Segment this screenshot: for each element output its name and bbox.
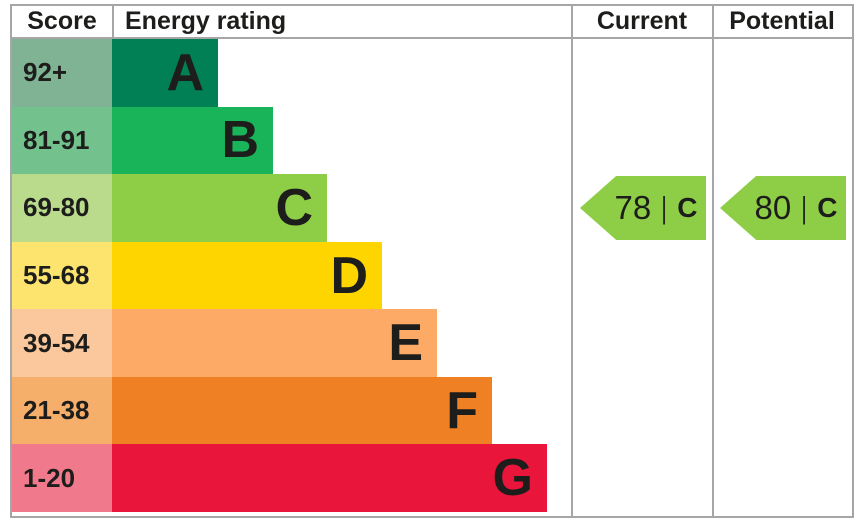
potential-rating-cell: 80 | C — [712, 377, 852, 445]
band-bar-track: E — [112, 309, 572, 377]
epc-rating-chart: Score Energy rating Current Potential 92… — [10, 4, 854, 518]
band-bar: A — [112, 39, 218, 107]
band-score-range: 92+ — [12, 39, 112, 107]
potential-rating-band: C — [817, 191, 838, 223]
potential-rating-cell: 80 | C — [712, 107, 852, 175]
band-row: 55-68 D 78 | C 80 | C — [12, 241, 852, 310]
potential-rating-value: 80 — [754, 188, 792, 226]
current-rating-arrow: 78 | C — [580, 175, 706, 241]
current-rating-cell: 78 | C — [572, 174, 712, 242]
band-row: 39-54 E 78 | C 80 | C — [12, 309, 852, 377]
band-letter: G — [492, 449, 533, 508]
band-bar: F — [112, 376, 492, 445]
band-letter: B — [221, 111, 259, 170]
chart-body: 92+ A 78 | C 80 | C 81-91 B — [12, 39, 852, 513]
header-potential: Potential — [729, 7, 835, 35]
band-bar-track: F — [112, 376, 572, 445]
header-energy-rating: Energy rating — [125, 7, 287, 35]
band-bar-track: G — [112, 444, 572, 513]
potential-rating-cell: 80 | C — [712, 309, 852, 377]
band-score-range: 39-54 — [12, 309, 112, 377]
current-rating-value: 78 — [614, 188, 652, 226]
current-rating-cell: 78 | C — [572, 444, 712, 512]
band-row: 1-20 G 78 | C 80 | C — [12, 444, 852, 513]
band-row: 92+ A 78 | C 80 | C — [12, 39, 852, 107]
band-letter: A — [166, 43, 204, 102]
band-score-range: 1-20 — [12, 444, 112, 513]
potential-rating-cell: 80 | C — [712, 174, 852, 242]
divider-current-potential — [712, 6, 714, 516]
header-score: Score — [27, 7, 97, 35]
band-letter: F — [446, 381, 478, 440]
band-score-range: 69-80 — [12, 174, 112, 242]
potential-rating-cell: 80 | C — [712, 444, 852, 512]
divider-energy-current — [571, 6, 573, 516]
band-score-range: 55-68 — [12, 241, 112, 310]
current-rating-band: C — [677, 191, 698, 223]
band-bar: C — [112, 174, 327, 242]
current-rating-cell: 78 | C — [572, 309, 712, 377]
current-rating-separator: | — [661, 189, 668, 225]
band-bar-track: B — [112, 106, 572, 175]
band-bar-track: D — [112, 241, 572, 310]
band-score-range: 21-38 — [12, 376, 112, 445]
current-rating-cell: 78 | C — [572, 242, 712, 310]
band-letter: C — [275, 178, 313, 237]
current-rating-cell: 78 | C — [572, 39, 712, 107]
band-bar-track: C — [112, 174, 572, 242]
potential-rating-cell: 80 | C — [712, 39, 852, 107]
band-bar: D — [112, 241, 382, 310]
potential-rating-arrow: 80 | C — [720, 175, 846, 241]
header-current: Current — [596, 7, 688, 35]
band-row: 69-80 C 78 | C 80 | C — [12, 174, 852, 242]
potential-rating-separator: | — [801, 189, 808, 225]
current-rating-cell: 78 | C — [572, 377, 712, 445]
potential-rating-cell: 80 | C — [712, 242, 852, 310]
band-bar: G — [112, 444, 547, 513]
chart-header-row: Score Energy rating Current Potential — [12, 6, 852, 39]
divider-score-energy — [112, 6, 114, 37]
band-bar: B — [112, 106, 273, 175]
band-score-range: 81-91 — [12, 106, 112, 175]
band-letter: D — [330, 246, 368, 305]
band-row: 81-91 B 78 | C 80 | C — [12, 106, 852, 175]
epc-chart-inner: Score Energy rating Current Potential 92… — [12, 6, 852, 516]
band-bar: E — [112, 309, 437, 377]
band-bar-track: A — [112, 39, 572, 107]
band-letter: E — [388, 314, 423, 373]
current-rating-cell: 78 | C — [572, 107, 712, 175]
band-row: 21-38 F 78 | C 80 | C — [12, 376, 852, 445]
